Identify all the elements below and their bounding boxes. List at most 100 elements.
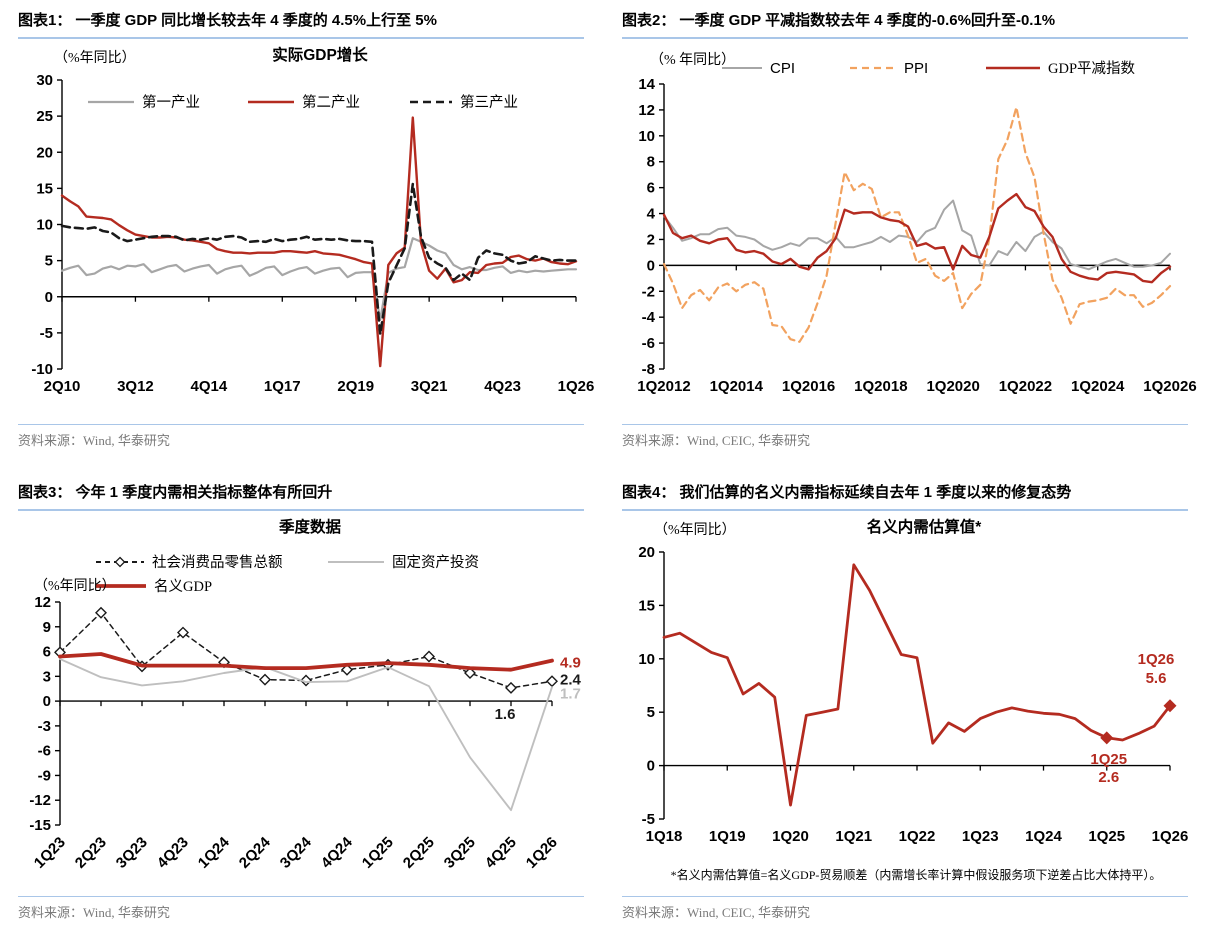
- svg-text:1Q25: 1Q25: [1088, 828, 1125, 845]
- svg-text:1Q2016: 1Q2016: [782, 378, 835, 395]
- svg-text:20: 20: [36, 144, 53, 161]
- svg-text:-3: -3: [38, 718, 51, 735]
- svg-text:（%年同比）: （%年同比）: [34, 578, 116, 594]
- panel-chart1: 图表1： 一季度 GDP 同比增长较去年 4 季度的 4.5%上行至 5% 30…: [0, 0, 604, 472]
- svg-text:1Q24: 1Q24: [1025, 828, 1062, 845]
- chart4-title-rule: [622, 509, 1188, 511]
- svg-text:1Q25: 1Q25: [359, 834, 397, 872]
- svg-text:-5: -5: [40, 325, 53, 342]
- svg-text:0: 0: [43, 693, 51, 710]
- svg-text:-10: -10: [31, 361, 53, 378]
- svg-text:2Q10: 2Q10: [44, 378, 81, 395]
- svg-text:-2: -2: [642, 283, 655, 300]
- series-2: [59, 658, 553, 812]
- series-1: [60, 237, 578, 321]
- svg-text:1Q17: 1Q17: [264, 378, 301, 395]
- svg-text:名义GDP: 名义GDP: [154, 578, 212, 595]
- svg-text:15: 15: [638, 597, 655, 614]
- svg-text:固定资产投资: 固定资产投资: [392, 554, 479, 571]
- series-1: [662, 563, 1177, 807]
- series-3: [662, 192, 1172, 284]
- chart2-source: 资料来源：Wind, CEIC, 华泰研究: [622, 433, 810, 448]
- chart3-title-rule: [18, 509, 584, 511]
- svg-text:2: 2: [647, 231, 655, 248]
- chart1-title-rule: [18, 37, 584, 39]
- series-2: [662, 106, 1172, 343]
- series-1: [663, 199, 1171, 271]
- svg-text:1Q2018: 1Q2018: [854, 378, 907, 395]
- chart-captions: （% 年同比）: [650, 52, 735, 68]
- x-axis: 1Q18 1Q19 1Q20 1Q21 1Q22 1Q23 1Q24 1Q25 1Q26: [646, 764, 1188, 845]
- svg-text:5: 5: [647, 704, 655, 721]
- svg-text:季度数据: 季度数据: [278, 517, 342, 536]
- svg-text:-8: -8: [642, 361, 655, 378]
- svg-text:1Q18: 1Q18: [646, 828, 683, 845]
- svg-text:1Q24: 1Q24: [195, 833, 233, 871]
- annotations: 4.92.41.7 1.6: [495, 654, 582, 723]
- svg-text:-5: -5: [642, 811, 655, 828]
- svg-text:5: 5: [45, 253, 53, 270]
- svg-text:2Q24: 2Q24: [236, 833, 274, 871]
- svg-text:名义内需估算值*: 名义内需估算值*: [867, 517, 983, 536]
- y-axis: 30 25 20 15 10 5 0 -5 -10: [31, 72, 63, 378]
- legend: CPI PPI GDP平减指数: [722, 60, 1136, 77]
- svg-text:1Q2026: 1Q2026: [1143, 378, 1196, 395]
- svg-text:GDP平减指数: GDP平减指数: [1048, 60, 1136, 77]
- svg-text:9: 9: [43, 619, 51, 636]
- chart3-source-rule: [18, 896, 584, 897]
- svg-text:1Q2022: 1Q2022: [999, 378, 1052, 395]
- panel-chart3: 图表3： 今年 1 季度内需相关指标整体有所回升 12 9 6 3 0 -3 -6 -9 -12…: [0, 472, 604, 944]
- svg-text:1.6: 1.6: [495, 706, 516, 723]
- svg-text:（%年同比）: （%年同比）: [54, 50, 136, 66]
- svg-text:1Q19: 1Q19: [709, 828, 746, 845]
- svg-text:-4: -4: [642, 309, 656, 326]
- svg-text:第三产业: 第三产业: [460, 93, 518, 111]
- y-axis: 20 15 10 5 0 -5: [638, 544, 665, 828]
- svg-text:4Q14: 4Q14: [191, 378, 228, 395]
- svg-text:-15: -15: [29, 817, 51, 834]
- svg-text:6: 6: [647, 180, 655, 197]
- svg-text:2Q25: 2Q25: [400, 834, 438, 872]
- svg-text:15: 15: [36, 180, 53, 197]
- y-axis: 12 9 6 3 0 -3 -6 -9 -12 -15: [29, 594, 61, 834]
- svg-text:1Q26: 1Q26: [523, 834, 561, 872]
- svg-text:14: 14: [638, 76, 655, 93]
- svg-text:0: 0: [647, 758, 655, 775]
- svg-text:12: 12: [34, 594, 51, 611]
- chart1-source-rule: [18, 424, 584, 425]
- svg-text:2Q19: 2Q19: [337, 378, 374, 395]
- svg-text:6: 6: [43, 644, 51, 661]
- svg-text:1Q25: 1Q25: [1090, 751, 1127, 768]
- x-axis: 2Q10 3Q12 4Q14 1Q17 2Q19 3Q21 4Q23 1Q26: [44, 296, 594, 395]
- chart2-source-rule: [622, 424, 1188, 425]
- svg-text:1.7: 1.7: [560, 686, 581, 703]
- svg-text:4: 4: [647, 206, 656, 223]
- svg-text:-6: -6: [642, 335, 655, 352]
- svg-text:PPI: PPI: [904, 60, 928, 77]
- svg-text:CPI: CPI: [770, 60, 795, 77]
- svg-text:12: 12: [638, 102, 655, 119]
- svg-text:3: 3: [43, 668, 51, 685]
- svg-text:4Q23: 4Q23: [484, 378, 521, 395]
- panel-chart2: 图表2： 一季度 GDP 平减指数较去年 4 季度的-0.6%回升至-0.1% …: [604, 0, 1208, 472]
- svg-text:2.4: 2.4: [560, 672, 582, 689]
- chart2-header: 图表2： 一季度 GDP 平减指数较去年 4 季度的-0.6%回升至-0.1%: [622, 12, 1056, 29]
- legend: 第一产业 第二产业 第三产业: [88, 93, 518, 111]
- x-axis: 1Q2012 1Q2014 1Q2016 1Q2018 1Q2020 1Q2022 1Q20…: [637, 264, 1197, 395]
- svg-text:第二产业: 第二产业: [302, 93, 360, 111]
- svg-text:1Q2012: 1Q2012: [637, 378, 690, 395]
- svg-text:（% 年同比）: （% 年同比）: [650, 52, 735, 68]
- svg-text:0: 0: [45, 289, 53, 306]
- svg-text:4Q24: 4Q24: [318, 833, 356, 871]
- series-2: [60, 116, 578, 368]
- svg-text:1Q2014: 1Q2014: [710, 378, 764, 395]
- svg-text:0: 0: [647, 257, 655, 274]
- chart3-header: 图表3： 今年 1 季度内需相关指标整体有所回升: [18, 484, 333, 501]
- svg-text:第一产业: 第一产业: [142, 93, 200, 111]
- chart-captions: （%年同比） 季度数据: [34, 517, 341, 594]
